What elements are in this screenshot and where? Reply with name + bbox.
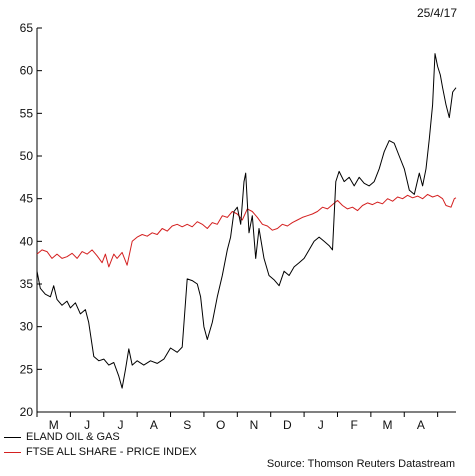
y-tick-label: 25 — [20, 362, 34, 376]
x-tick-label: F — [350, 418, 357, 432]
x-tick-label: M — [383, 418, 393, 432]
x-tick-label: J — [84, 418, 90, 432]
source-note: Source: Thomson Reuters Datastream — [266, 458, 455, 470]
series-line-ftse — [36, 193, 457, 268]
y-tick-label: 60 — [20, 64, 34, 78]
legend-swatch-ftse — [4, 451, 21, 453]
x-tick-label: N — [250, 418, 259, 432]
y-tick-label: 20 — [20, 405, 34, 419]
legend-item-ftse: FTSE ALL SHARE - PRICE INDEX — [4, 446, 197, 458]
y-tick-label: 55 — [20, 106, 34, 120]
legend-swatch-eland — [4, 436, 21, 438]
x-tick-label: D — [283, 418, 292, 432]
x-tick-label: O — [216, 418, 225, 432]
legend-label-eland: ELAND OIL & GAS — [26, 431, 120, 443]
y-tick-label: 35 — [20, 277, 34, 291]
axes: 20 25 30 35 40 45 50 55 60 65 M J J A S O N D J F M A — [20, 21, 456, 432]
y-tick-label: 50 — [20, 149, 34, 163]
series-layer — [36, 53, 457, 389]
y-tick-label: 45 — [20, 192, 34, 206]
legend-item-eland: ELAND OIL & GAS — [4, 431, 120, 443]
y-tick-label: 65 — [20, 21, 34, 35]
y-tick-label: 30 — [20, 320, 34, 334]
y-tick-label: 40 — [20, 234, 34, 248]
x-tick-label: M — [49, 418, 59, 432]
chart-date: 25/4/17 — [416, 6, 457, 20]
x-tick-label: S — [183, 418, 191, 432]
legend-label-ftse: FTSE ALL SHARE - PRICE INDEX — [26, 446, 197, 458]
x-tick-label: J — [318, 418, 324, 432]
x-tick-label: A — [150, 418, 158, 432]
x-tick-label: J — [117, 418, 123, 432]
x-tick-label: A — [417, 418, 425, 432]
series-line-eland — [36, 53, 457, 389]
